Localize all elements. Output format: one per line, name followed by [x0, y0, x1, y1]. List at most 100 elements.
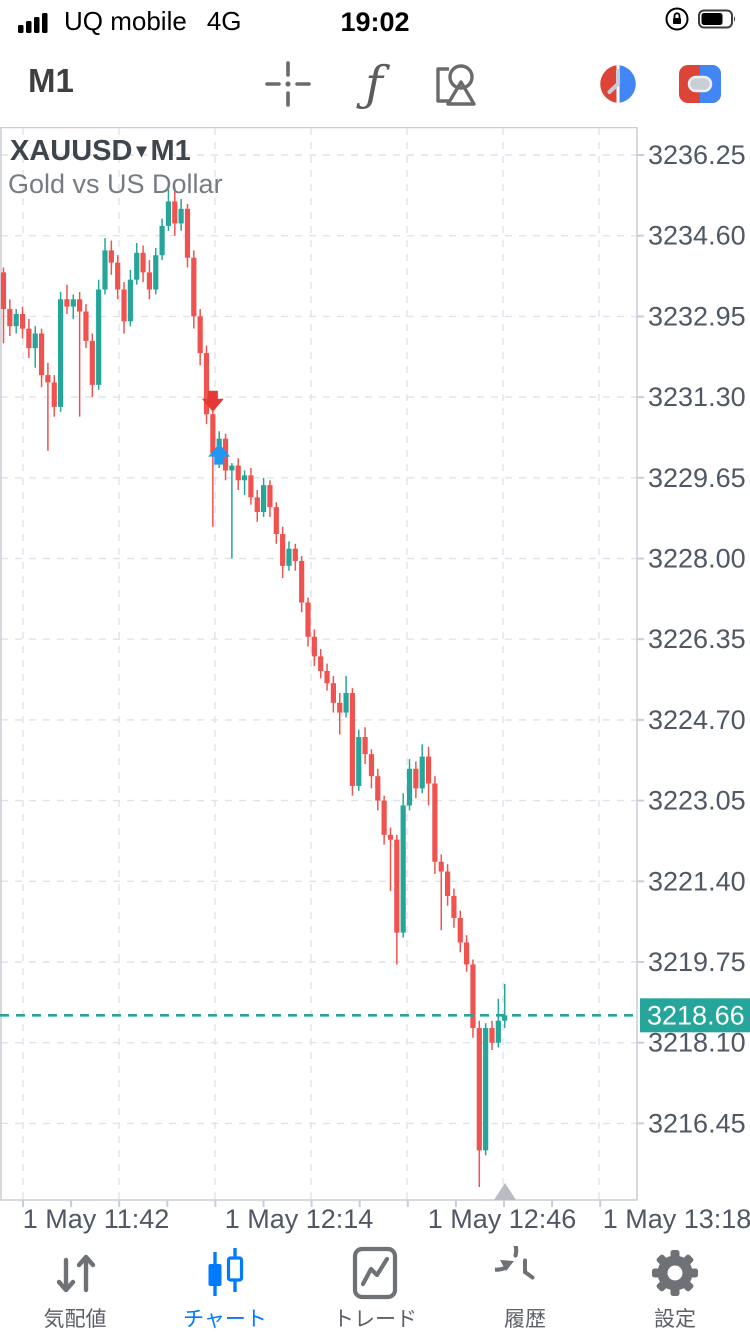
candle [387, 827, 394, 892]
price-tick-label: 3218.10 [648, 1028, 746, 1058]
candle [343, 675, 349, 718]
symbol-description: Gold vs US Dollar [8, 169, 223, 199]
symbol-label: XAUUSD [10, 135, 133, 167]
candle [464, 935, 470, 972]
price-tick-label: 3231.30 [648, 382, 746, 412]
nav-label-history: 履歴 [504, 1308, 546, 1331]
candle [7, 299, 13, 336]
nav-item-chart[interactable]: チャート [150, 1240, 300, 1334]
candle [495, 998, 501, 1048]
chart-area[interactable]: 3218.66 3236.25 3234.60 3232.95 3231.30 3229.… [0, 127, 750, 1240]
price-tick-label: 3216.45 [648, 1108, 746, 1138]
candle [77, 291, 83, 417]
candle [134, 243, 140, 285]
candle [140, 245, 146, 283]
candle [229, 463, 235, 559]
candle [483, 1023, 489, 1156]
nav-label-chart: チャート [183, 1308, 267, 1331]
candle [26, 318, 32, 358]
candle [425, 746, 432, 806]
candle [165, 189, 172, 231]
crosshair-button[interactable] [262, 58, 314, 110]
candle [32, 326, 38, 368]
mqid-icon [679, 65, 721, 103]
candle [406, 759, 413, 811]
nav-item-trade[interactable]: トレード [300, 1240, 450, 1334]
objects-button[interactable] [430, 58, 482, 110]
candle [432, 776, 438, 874]
candle [0, 267, 7, 344]
candle [45, 362, 51, 451]
nav-label-quotes: 気配値 [43, 1308, 107, 1331]
candle [476, 1020, 482, 1187]
candle [210, 406, 216, 527]
candle [127, 269, 133, 327]
nav-item-quotes[interactable]: 気配値 [0, 1240, 150, 1334]
price-tick-label: 3221.40 [648, 866, 746, 896]
candle [419, 744, 425, 794]
candle [254, 490, 260, 522]
candle [400, 793, 406, 938]
objects-icon [436, 64, 476, 106]
battery-icon [698, 9, 735, 29]
economic-calendar-button[interactable] [592, 58, 644, 110]
symbol-selector[interactable]: XAUUSD ▾ M1 [10, 135, 191, 168]
chart-candles-icon [208, 1248, 244, 1296]
candle [444, 864, 451, 906]
candle [261, 477, 267, 517]
candle [70, 294, 76, 319]
candle [451, 888, 457, 928]
candle [413, 761, 419, 799]
nav-item-history[interactable]: 履歴 [450, 1240, 600, 1334]
price-tick-label: 3228.00 [648, 544, 746, 574]
buy-arrow [208, 443, 231, 465]
current-price-badge: 3218.66 [640, 998, 750, 1033]
candle [19, 306, 26, 339]
candle [191, 250, 197, 329]
chevron-down-icon: ▾ [136, 140, 147, 162]
price-tick-label: 3232.95 [648, 301, 746, 331]
price-chart[interactable]: 3218.66 3236.25 3234.60 3232.95 3231.30 3229.… [0, 127, 750, 1240]
candle [292, 543, 298, 571]
chart-timeframe-label: M1 [150, 135, 191, 167]
indicators-button[interactable]: ƒ [348, 58, 400, 110]
candle [38, 328, 45, 388]
candle [64, 284, 70, 314]
candle [362, 727, 368, 764]
grid [1, 128, 637, 1199]
candle [330, 675, 336, 713]
candle [356, 729, 362, 791]
last-bar-marker [494, 1183, 516, 1200]
candle [184, 203, 191, 268]
status-bar: UQ mobile 4G 19:02 [0, 0, 750, 44]
candle [381, 795, 387, 845]
candle [324, 663, 330, 691]
candle [457, 910, 463, 953]
candle [337, 693, 343, 735]
signal-strength-icon [18, 12, 48, 33]
candle [286, 541, 292, 571]
mqid-button[interactable] [674, 58, 726, 110]
time-tick-label: 1 May 13:18 [603, 1204, 750, 1234]
price-tick-label: 3234.60 [648, 221, 746, 251]
candle [273, 502, 279, 544]
chart-toolbar: M1 ƒ [0, 44, 750, 127]
nav-label-trade: トレード [333, 1308, 417, 1331]
candle [153, 247, 159, 295]
nav-item-settings[interactable]: 設定 [600, 1240, 750, 1334]
candle [280, 526, 286, 579]
candle [108, 240, 114, 275]
candle [96, 279, 102, 390]
candle [203, 345, 210, 424]
candle [375, 768, 381, 811]
candle [178, 199, 184, 231]
price-tick-label: 3219.75 [648, 947, 746, 977]
time-tick-label: 1 May 11:42 [23, 1204, 170, 1234]
candle [115, 255, 121, 300]
time-axis: 1 May 11:42 1 May 12:14 1 May 12:46 1 May 1… [23, 1204, 750, 1234]
candle [83, 304, 89, 349]
candles [0, 186, 508, 1187]
candle [13, 309, 19, 334]
timeframe-button[interactable]: M1 [28, 62, 74, 99]
crosshair-icon [265, 61, 311, 107]
